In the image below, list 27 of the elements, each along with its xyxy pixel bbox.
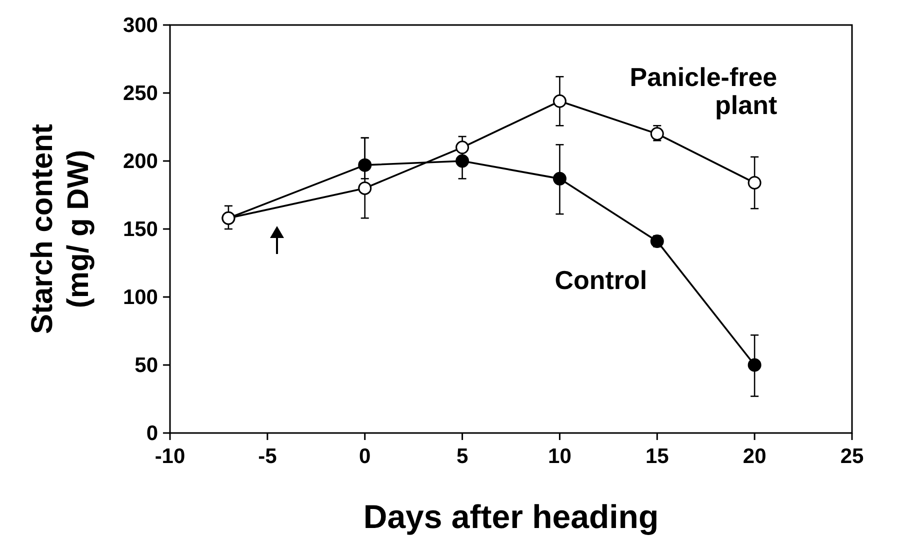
y-tick-label: 250 xyxy=(122,82,158,105)
point xyxy=(456,140,470,154)
point xyxy=(456,154,470,168)
point xyxy=(552,172,566,186)
series-label: Control xyxy=(554,265,648,296)
y-tick-label: 200 xyxy=(122,150,158,173)
point xyxy=(358,181,372,195)
x-tick-label: 20 xyxy=(742,445,766,468)
y-tick-label: 150 xyxy=(122,218,158,241)
x-tick-label: 0 xyxy=(359,445,371,468)
point xyxy=(650,127,664,141)
point xyxy=(748,358,762,372)
point xyxy=(748,176,762,190)
y-tick-label: 300 xyxy=(122,14,158,37)
series-label: Panicle-free plant xyxy=(630,62,778,120)
x-tick-label: 25 xyxy=(840,445,864,468)
y-tick-label: 100 xyxy=(122,286,158,309)
y-axis-title: Starch content (mg/ g DW) xyxy=(26,124,95,334)
y-tick-label: 50 xyxy=(134,354,158,377)
y-tick-label: 0 xyxy=(146,422,158,445)
x-tick-label: 15 xyxy=(645,445,670,468)
x-tick-label: -10 xyxy=(154,445,186,468)
x-tick-label: -5 xyxy=(258,445,278,468)
x-tick-label: 5 xyxy=(456,445,468,468)
x-axis-title: Days after heading xyxy=(363,498,659,535)
x-tick-label: 10 xyxy=(548,445,572,468)
point xyxy=(552,94,566,108)
